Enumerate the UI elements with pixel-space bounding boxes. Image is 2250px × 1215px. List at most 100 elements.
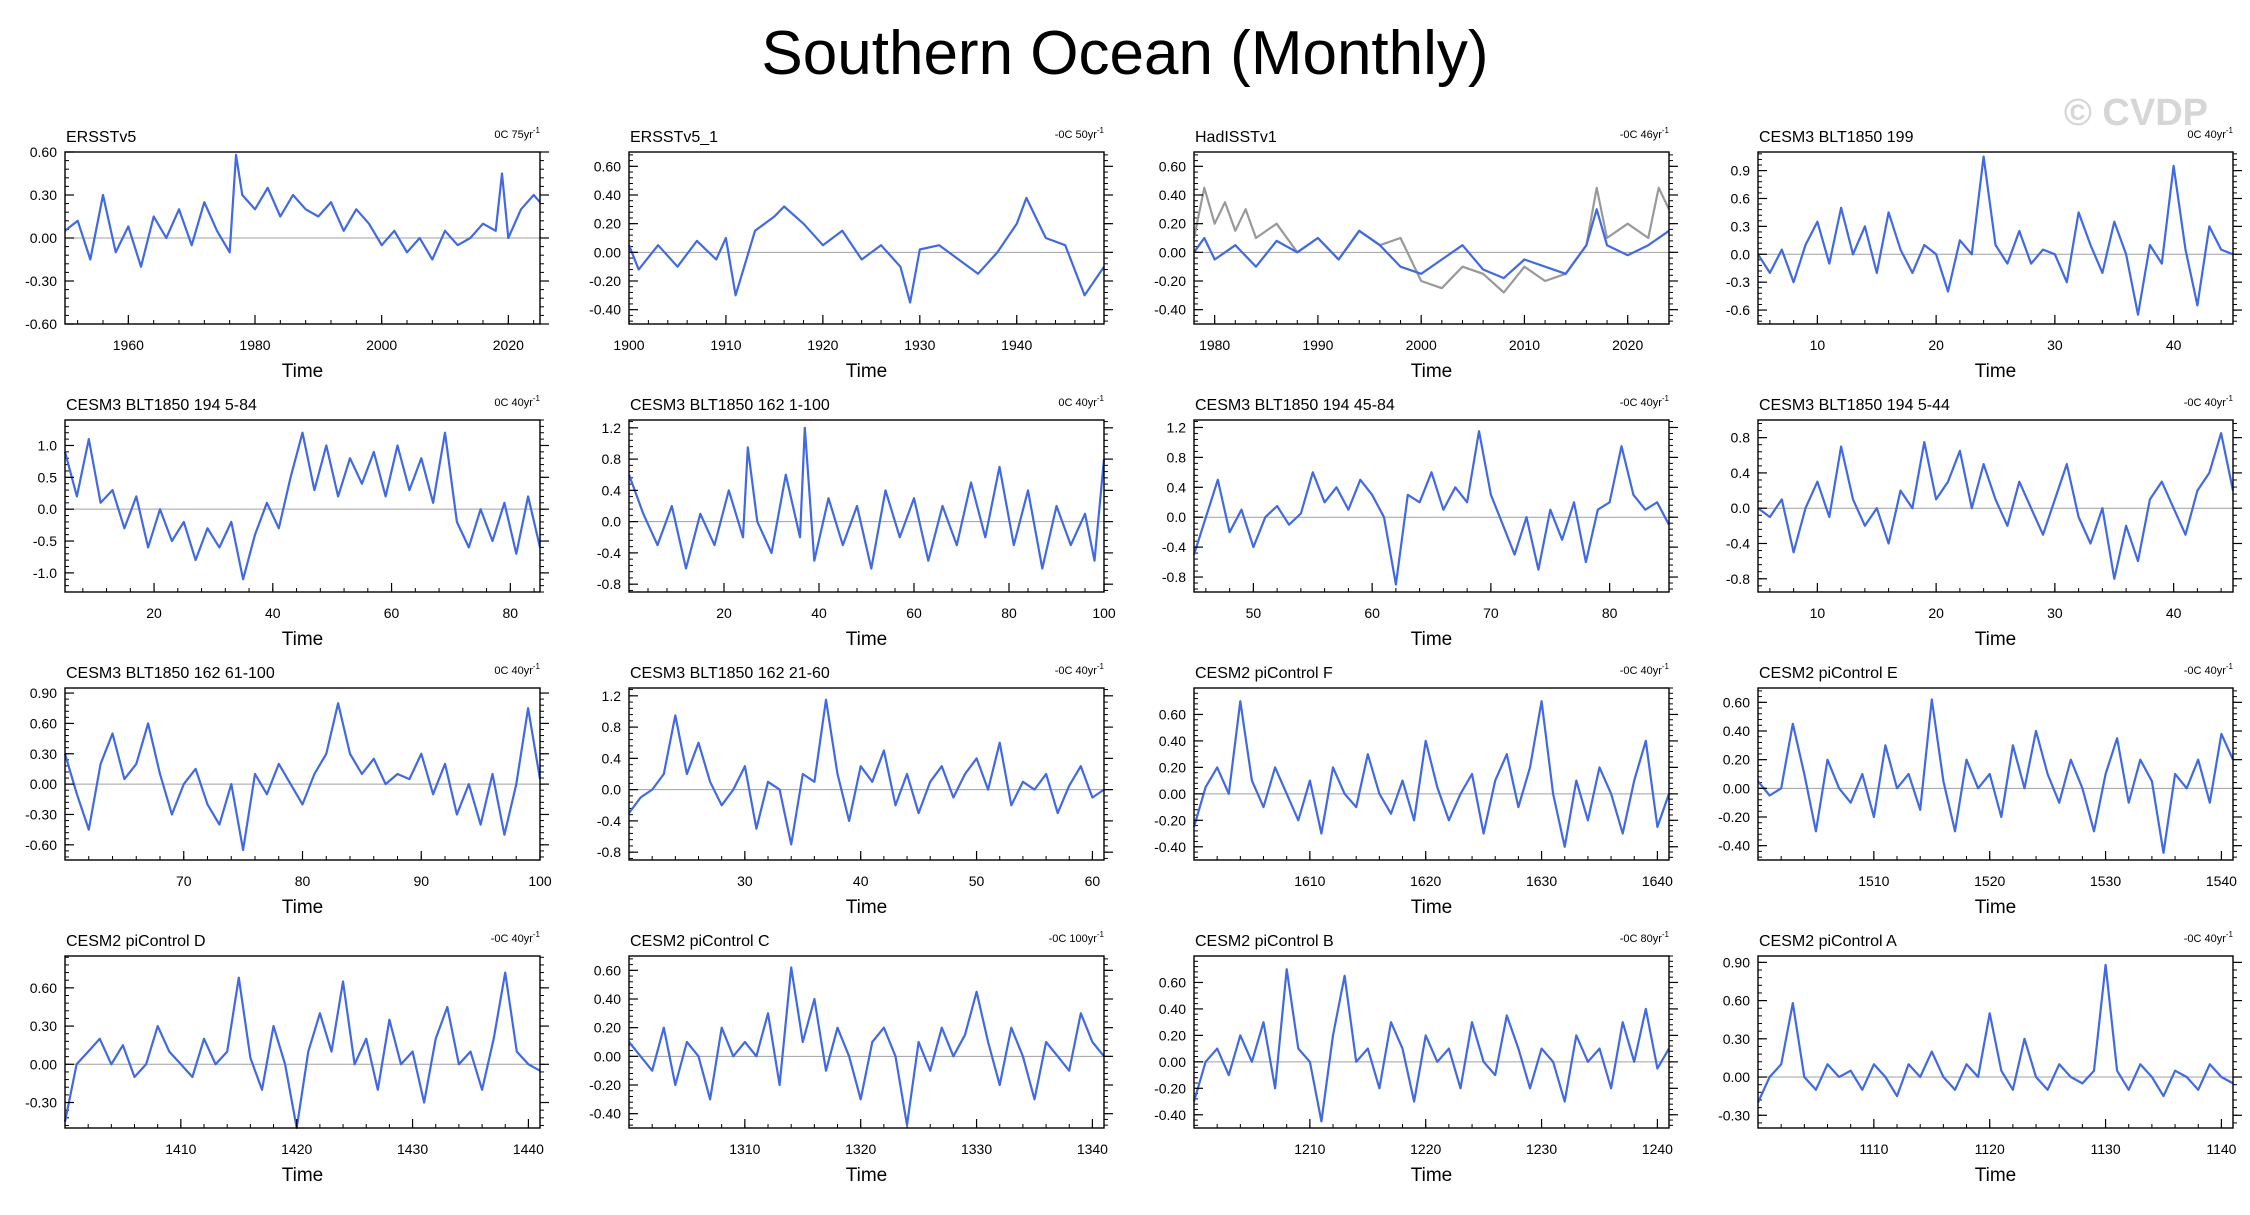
y-tick-label: 0.3	[1731, 218, 1751, 234]
y-tick-label: 1.2	[602, 688, 622, 704]
y-tick-label: 0.00	[1159, 244, 1186, 260]
x-tick-label: 30	[2047, 605, 2063, 621]
y-tick-label: 0.00	[1723, 780, 1750, 796]
chart-panel-7: -0.8 -0.4 0.0 0.4 0.8 1.2 50 60 70 80 CESM3 BLT185…	[1162, 394, 1678, 650]
x-tick-label: 70	[176, 873, 192, 889]
y-tick-label: 0.60	[594, 962, 621, 978]
y-tick-label: -0.4	[597, 813, 621, 829]
trend-label: -0C 40yr-1	[2184, 930, 2234, 945]
x-tick-label: 40	[2166, 605, 2182, 621]
y-tick-label: -0.20	[1154, 273, 1186, 289]
series-line-1	[1192, 968, 1670, 1123]
chart-title: CESM2 piControl F	[1195, 665, 1333, 682]
plot-frame	[628, 955, 1105, 1129]
chart-panel-14: -0.40 -0.20 0.00 0.20 0.40 0.60 1310 1320 1330 13…	[589, 930, 1113, 1186]
chart-panel-12: -0.40 -0.20 0.00 0.20 0.40 0.60 1510 1520 1530 15…	[1718, 662, 2242, 918]
y-tick-label: 0.4	[1731, 465, 1751, 481]
x-tick-label: 1980	[1199, 337, 1230, 353]
plot-frame	[1757, 419, 2234, 593]
x-tick-label: 20	[146, 605, 162, 621]
plot-frame	[1193, 955, 1670, 1129]
trend-label: -0C 40yr-1	[1620, 662, 1670, 677]
chart-panel-10: -0.8 -0.4 0.0 0.4 0.8 1.2 30 40 50 60 CESM3 BLT185…	[597, 662, 1113, 918]
y-tick-label: 0.0	[1167, 509, 1187, 525]
x-axis-label: Time	[282, 361, 324, 382]
x-tick-label: 100	[528, 873, 552, 889]
x-tick-label: 1940	[1001, 337, 1032, 353]
x-tick-label: 1630	[1526, 873, 1557, 889]
trend-label: 0C 75yr-1	[494, 126, 540, 141]
plot-frame	[628, 687, 1105, 861]
trend-label: -0C 40yr-1	[1055, 662, 1105, 677]
chart-title: CESM2 piControl A	[1759, 933, 1897, 950]
x-tick-label: 1510	[1858, 873, 1889, 889]
y-tick-label: 0.40	[1159, 733, 1186, 749]
y-tick-label: 0.00	[594, 1048, 621, 1064]
x-tick-label: 60	[1364, 605, 1380, 621]
x-tick-label: 1620	[1410, 873, 1441, 889]
chart-title: CESM2 piControl B	[1195, 933, 1334, 950]
y-tick-label: -0.30	[25, 806, 57, 822]
chart-title: CESM3 BLT1850 162 21-60	[630, 665, 830, 682]
x-tick-label: 1420	[281, 1141, 312, 1157]
plot-frame	[64, 955, 541, 1129]
y-tick-label: -0.40	[589, 1106, 621, 1122]
chart-title: CESM3 BLT1850 194 5-84	[66, 397, 257, 414]
y-tick-label: 0.20	[594, 216, 621, 232]
x-tick-label: 1240	[1642, 1141, 1673, 1157]
y-tick-label: 0.4	[1167, 479, 1187, 495]
x-tick-label: 1900	[613, 337, 644, 353]
y-tick-label: -0.30	[25, 1095, 57, 1111]
series-line-2	[1193, 208, 1670, 280]
x-tick-label: 1910	[710, 337, 741, 353]
x-tick-label: 60	[906, 605, 922, 621]
y-tick-label: 0.0	[602, 514, 622, 530]
x-axis-label: Time	[1975, 629, 2017, 650]
trend-label: -0C 40yr-1	[491, 930, 541, 945]
y-tick-label: -0.3	[1726, 274, 1750, 290]
trend-superscript: -1	[2226, 662, 2234, 671]
chart-title: CESM3 BLT1850 194 45-84	[1195, 397, 1395, 414]
y-tick-label: 1.0	[38, 437, 58, 453]
x-tick-label: 20	[716, 605, 732, 621]
x-tick-label: 1640	[1642, 873, 1673, 889]
chart-panel-9: -0.60 -0.30 0.00 0.30 0.60 0.90 70 80 90 100 CESM3…	[25, 662, 552, 918]
chart-title: CESM3 BLT1850 162 61-100	[66, 665, 275, 682]
y-tick-label: 0.00	[30, 1056, 57, 1072]
x-tick-label: 1230	[1526, 1141, 1557, 1157]
y-tick-label: -0.30	[25, 273, 57, 289]
y-tick-label: 0.9	[1731, 163, 1751, 179]
y-tick-label: -0.20	[1718, 809, 1750, 825]
trend-superscript: -1	[533, 126, 541, 135]
plot-frame	[1757, 955, 2234, 1129]
x-axis-label: Time	[1411, 1165, 1453, 1186]
x-tick-label: 80	[503, 605, 519, 621]
y-tick-label: 0.00	[1723, 1069, 1750, 1085]
y-tick-label: 0.00	[30, 230, 57, 246]
plot-frame	[1757, 687, 2234, 861]
trend-superscript: -1	[533, 930, 541, 939]
trend-label: 0C 40yr-1	[494, 662, 540, 677]
x-tick-label: 80	[1602, 605, 1618, 621]
x-axis-label: Time	[1975, 361, 2017, 382]
y-tick-label: 1.2	[602, 420, 622, 436]
y-tick-label: 0.40	[594, 991, 621, 1007]
x-tick-label: 1310	[729, 1141, 760, 1157]
x-tick-label: 1220	[1410, 1141, 1441, 1157]
series-line-1	[1757, 155, 2234, 316]
plot-frame	[628, 151, 1105, 325]
trend-superscript: -1	[533, 662, 541, 671]
y-tick-label: 0.6	[1731, 190, 1751, 206]
series-line-1	[1192, 186, 1670, 294]
chart-panel-2: -0.40 -0.20 0.00 0.20 0.40 0.60 1900 1910 1920 19…	[589, 126, 1113, 382]
x-tick-label: 1110	[1859, 1141, 1888, 1157]
x-tick-label: 40	[265, 605, 281, 621]
chart-panel-6: -0.8 -0.4 0.0 0.4 0.8 1.2 20 40 60 80 100 CESM3 BLT…	[597, 394, 1116, 650]
y-tick-label: 0.8	[1731, 430, 1751, 446]
y-tick-label: 0.0	[1731, 500, 1751, 516]
x-tick-label: 1320	[845, 1141, 876, 1157]
y-tick-label: 0.30	[30, 187, 57, 203]
x-tick-label: 1930	[904, 337, 935, 353]
x-tick-label: 1520	[1974, 873, 2005, 889]
